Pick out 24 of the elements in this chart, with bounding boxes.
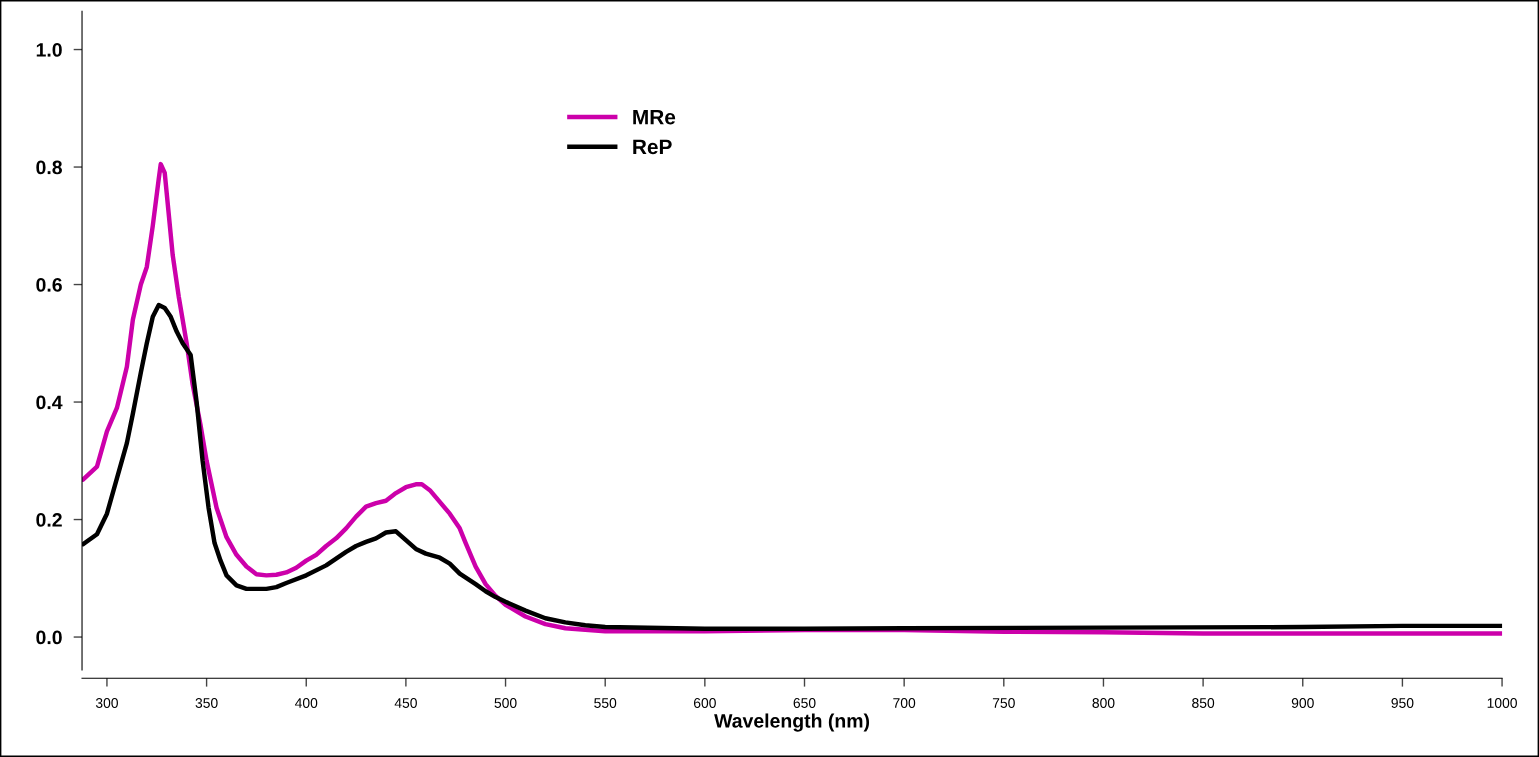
x-tick-label: 750 bbox=[992, 698, 1015, 708]
x-axis-title: Wavelength (nm) bbox=[714, 713, 870, 732]
x-tick-label: 550 bbox=[594, 698, 617, 708]
x-tick-label: 350 bbox=[195, 698, 218, 708]
y-tick-label: 0.0 bbox=[36, 630, 62, 645]
y-tick-label: 0.6 bbox=[36, 278, 62, 292]
x-tick-label: 650 bbox=[793, 698, 816, 708]
legend-label: MRe bbox=[633, 109, 676, 125]
x-tick-label: 300 bbox=[95, 698, 118, 708]
x-tick-label: 400 bbox=[294, 698, 318, 708]
legend-label: ReP bbox=[633, 139, 672, 155]
x-tick-label: 700 bbox=[893, 698, 916, 708]
x-tick-label: 450 bbox=[394, 698, 417, 708]
x-tick-label: 900 bbox=[1291, 698, 1314, 708]
x-tick-label: 950 bbox=[1391, 698, 1414, 708]
y-tick-label: 0.4 bbox=[36, 395, 63, 410]
y-tick-label: 1.0 bbox=[36, 43, 62, 57]
x-tick-label: 850 bbox=[1192, 698, 1215, 708]
x-tick-label: 500 bbox=[494, 698, 517, 708]
x-tick-label: 800 bbox=[1092, 698, 1115, 708]
y-tick-label: 0.8 bbox=[36, 160, 62, 175]
x-tick-label: 600 bbox=[693, 698, 716, 708]
x-tick-label: 1000 bbox=[1487, 698, 1517, 708]
y-tick-label: 0.2 bbox=[36, 513, 62, 527]
